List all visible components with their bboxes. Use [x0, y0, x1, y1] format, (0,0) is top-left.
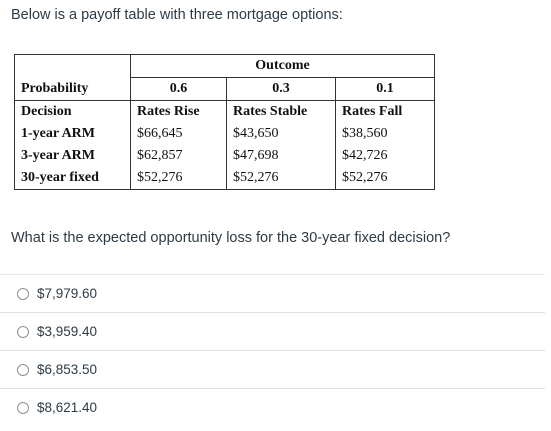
- question-prompt: What is the expected opportunity loss fo…: [11, 230, 451, 246]
- table-cell: $52,276: [226, 167, 336, 190]
- question-intro: Below is a payoff table with three mortg…: [11, 7, 343, 23]
- table-cell: $66,645: [130, 123, 227, 145]
- answer-label: $3,959.40: [37, 324, 98, 339]
- answer-option[interactable]: $3,959.40: [0, 312, 545, 350]
- decision-3-year-arm: 3-year ARM: [14, 145, 131, 167]
- decision-1-year-arm: 1-year ARM: [14, 123, 131, 145]
- probability-row: Probability 0.6 0.3 0.1: [14, 77, 435, 101]
- radio-button[interactable]: [17, 401, 29, 414]
- answer-label: $8,621.40: [37, 400, 98, 415]
- table-cell: $43,650: [226, 123, 336, 145]
- decision-30-year-fixed: 30-year fixed: [14, 167, 131, 190]
- answer-option[interactable]: $8,621.40: [0, 388, 545, 426]
- probability-rates-stable: 0.3: [226, 77, 336, 101]
- payoff-table: Outcome Probability 0.6 0.3 0.1 Decision…: [14, 54, 435, 190]
- outcome-rates-stable: Rates Stable: [226, 100, 336, 123]
- probability-rates-fall: 0.1: [335, 77, 435, 101]
- table-cell: $47,698: [226, 145, 336, 167]
- probability-rates-rise: 0.6: [130, 77, 227, 101]
- probability-label: Probability: [14, 77, 131, 101]
- answer-option[interactable]: $6,853.50: [0, 350, 545, 388]
- table-corner-cell: [14, 54, 131, 78]
- answer-label: $7,979.60: [37, 286, 98, 301]
- radio-button[interactable]: [17, 287, 29, 300]
- outcome-rates-rise: Rates Rise: [130, 100, 227, 123]
- table-row: 30-year fixed $52,276 $52,276 $52,276: [14, 167, 435, 190]
- table-cell: $62,857: [130, 145, 227, 167]
- table-cell: $52,276: [342, 170, 388, 185]
- answer-option[interactable]: $7,979.60: [0, 274, 545, 312]
- radio-button[interactable]: [17, 325, 29, 338]
- outcome-rates-fall: Rates Fall: [342, 104, 403, 119]
- table-cell: $52,276: [130, 167, 227, 190]
- radio-button[interactable]: [17, 363, 29, 376]
- decision-label: Decision: [14, 100, 131, 123]
- table-row: 3-year ARM $62,857 $47,698 $42,726: [14, 145, 435, 167]
- table-cell: $42,726: [342, 148, 388, 163]
- answer-label: $6,853.50: [37, 362, 98, 377]
- table-cell: $38,560: [342, 126, 388, 141]
- outcome-header: Outcome: [130, 54, 435, 78]
- table-row: 1-year ARM $66,645 $43,650 $38,560: [14, 123, 435, 145]
- decision-header-row: Decision Rates Rise Rates Stable Rates F…: [14, 100, 435, 123]
- answer-list: $7,979.60 $3,959.40 $6,853.50 $8,621.40: [0, 274, 545, 426]
